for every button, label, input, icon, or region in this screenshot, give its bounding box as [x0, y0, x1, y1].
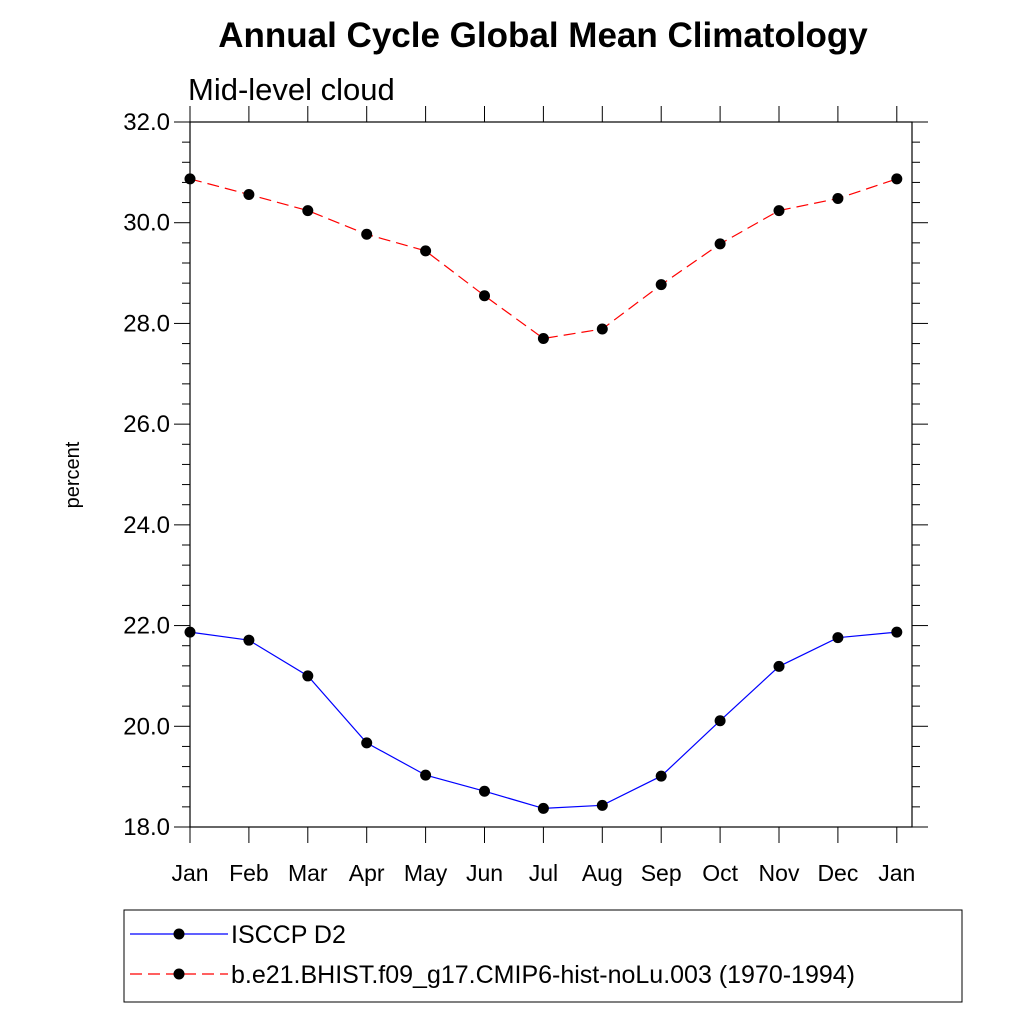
y-tick-label: 22.0 — [123, 613, 170, 640]
y-tick-label: 24.0 — [123, 512, 170, 539]
x-tick-label: Sep — [641, 860, 682, 886]
x-tick-label: Nov — [759, 860, 800, 886]
legend-box — [123, 909, 963, 1003]
series-line-1 — [189, 631, 897, 810]
legend-marker-1 — [173, 928, 185, 940]
series-1-point — [655, 770, 667, 782]
series-1-point — [832, 632, 844, 644]
series-2-point — [891, 173, 903, 185]
series-2-point — [596, 323, 608, 335]
x-tick-label: Jun — [466, 860, 503, 886]
series-1-point — [714, 715, 726, 727]
series-layer — [184, 173, 903, 814]
x-tick-label: Jan — [878, 860, 915, 886]
legend-label-2: b.e21.BHIST.f09_g17.CMIP6-hist-noLu.003 … — [231, 961, 855, 989]
x-tick-label: Oct — [702, 860, 738, 886]
y-tick-label: 20.0 — [123, 713, 170, 740]
series-1-point — [537, 802, 549, 814]
series-1-point — [420, 769, 432, 781]
y-axis-label: percent — [62, 441, 84, 508]
x-tick-label: Feb — [229, 860, 269, 886]
series-2-point — [537, 333, 549, 345]
legend: ISCCP D2 b.e21.BHIST.f09_g17.CMIP6-hist-n… — [130, 921, 855, 989]
legend-label-1: ISCCP D2 — [231, 921, 346, 949]
x-tick-label: May — [404, 860, 448, 886]
series-1-point — [184, 626, 196, 638]
legend-marker-2 — [173, 968, 185, 980]
plot-frame — [189, 121, 913, 828]
x-tick-label: Dec — [817, 860, 858, 886]
x-tick-label: Jan — [171, 860, 208, 886]
x-tick-label: Jul — [529, 860, 558, 886]
series-1-point — [479, 785, 490, 797]
series-1-point — [243, 634, 255, 646]
series-2-point — [361, 228, 373, 240]
x-tick-label: Mar — [288, 860, 328, 886]
series-line-2 — [189, 178, 897, 340]
series-2-point — [714, 238, 726, 250]
y-tick-label: 30.0 — [123, 210, 170, 237]
y-tick-label: 32.0 — [123, 109, 170, 136]
series-2-point — [479, 290, 490, 302]
series-2-point — [773, 205, 785, 217]
series-2-point — [655, 279, 667, 291]
x-tick-label: Aug — [582, 860, 623, 886]
chart-subtitle: Mid-level cloud — [188, 72, 395, 107]
y-tick-label: 28.0 — [123, 310, 170, 337]
series-2-point — [832, 193, 844, 205]
series-2-point — [420, 245, 432, 257]
series-1-point — [891, 626, 903, 638]
series-1-point — [773, 660, 785, 672]
chart-title: Annual Cycle Global Mean Climatology — [218, 16, 868, 55]
axes-layer: 18.0 20.0 22.0 24.0 26.0 28.0 30.0 32.0 Jan Feb Ma… — [123, 106, 928, 886]
series-1-point — [596, 799, 608, 811]
y-tick-label: 26.0 — [123, 411, 170, 438]
series-1-point — [361, 737, 373, 749]
series-2-point — [243, 189, 255, 201]
y-tick-label: 18.0 — [123, 814, 170, 841]
x-tick-label: Apr — [349, 860, 385, 886]
series-2-point — [184, 173, 196, 185]
series-1-point — [302, 670, 314, 682]
series-2-point — [302, 205, 314, 217]
